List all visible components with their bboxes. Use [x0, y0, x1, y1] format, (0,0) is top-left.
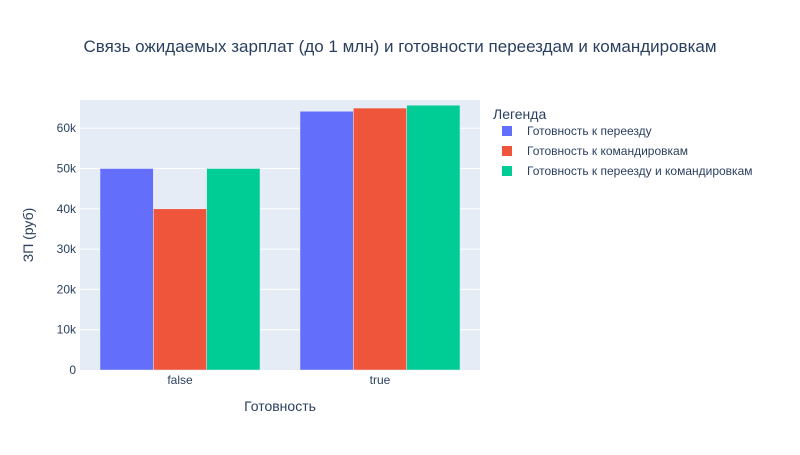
bars: [99, 104, 461, 371]
legend-label[interactable]: Готовность к командировкам: [527, 144, 688, 158]
y-tick-label: 10k: [57, 323, 77, 337]
legend-swatch[interactable]: [502, 126, 512, 136]
y-tick-label: 40k: [57, 202, 77, 216]
x-tick-label: true: [370, 373, 391, 387]
y-axis-title: ЗП (руб): [20, 208, 36, 263]
legend-title: Легенда: [493, 106, 546, 122]
bar[interactable]: [353, 107, 407, 371]
chart-title: Связь ожидаемых зарплат (до 1 млн) и гот…: [83, 37, 716, 56]
x-axis-title: Готовность: [244, 398, 316, 414]
x-axis-ticks: false true: [167, 373, 390, 387]
y-tick-label: 50k: [57, 162, 77, 176]
bar[interactable]: [153, 208, 207, 371]
bar[interactable]: [299, 111, 354, 371]
x-tick-label: false: [167, 373, 193, 387]
legend-swatch[interactable]: [502, 166, 512, 176]
y-tick-label: 20k: [57, 282, 77, 296]
legend: Легенда Готовность к переезду Готовность …: [493, 106, 753, 178]
legend-label[interactable]: Готовность к переезду и командировкам: [527, 164, 753, 178]
y-tick-label: 30k: [57, 242, 77, 256]
bar[interactable]: [206, 168, 261, 371]
y-tick-label: 60k: [57, 121, 77, 135]
legend-label[interactable]: Готовность к переезду: [527, 124, 652, 138]
bar[interactable]: [99, 168, 154, 371]
y-axis-ticks: 0 10k 20k 30k 40k 50k 60k: [57, 121, 77, 377]
legend-swatch[interactable]: [502, 146, 512, 156]
y-tick-label: 0: [69, 363, 76, 377]
bar[interactable]: [406, 104, 461, 371]
